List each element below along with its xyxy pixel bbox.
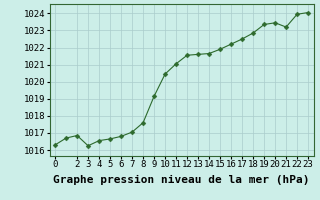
X-axis label: Graphe pression niveau de la mer (hPa): Graphe pression niveau de la mer (hPa)	[53, 175, 310, 185]
